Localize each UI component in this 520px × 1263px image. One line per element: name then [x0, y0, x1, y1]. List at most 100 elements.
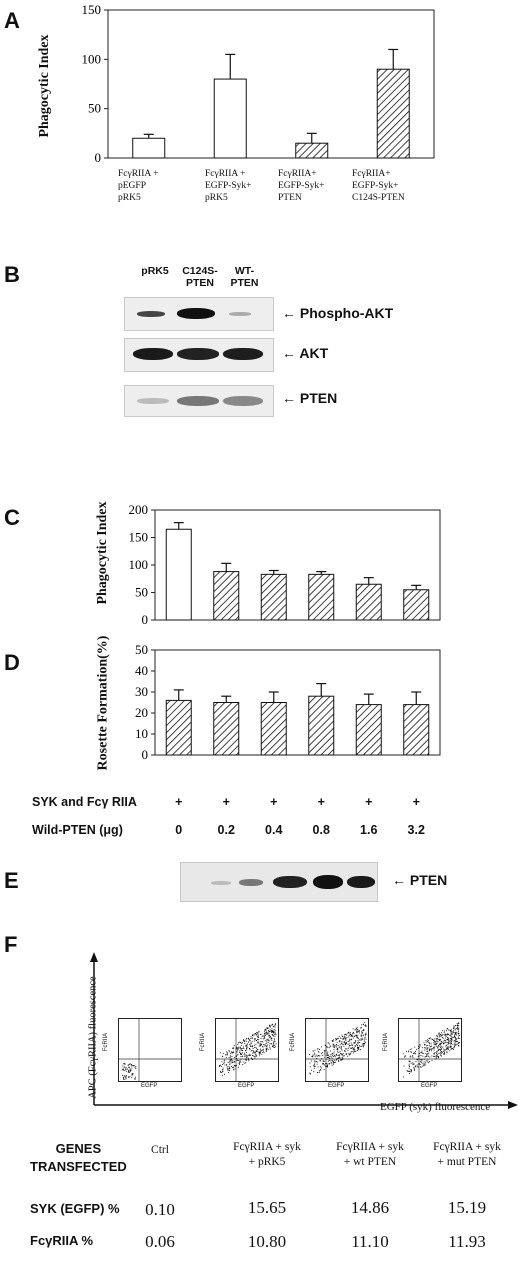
chart-d: 0 10 20 30 40 50 [135, 642, 441, 762]
panel-letter-b: B [4, 262, 20, 287]
flow-y-axis-label: APC (FcγRIIA) fluorescence [87, 976, 99, 1099]
condition-pten-amount: 1.6 [360, 823, 378, 837]
table-col-ctrl: Ctrl [151, 1144, 169, 1156]
panel-letter-f: F [4, 932, 18, 957]
chart-a-tick-label: 150 [82, 2, 102, 17]
chart-c-bar [213, 571, 240, 621]
chart-d-bar [308, 695, 335, 756]
chart-c-ylabel: Phagocytic Index [95, 501, 110, 605]
chart-c: 0 50 100 150 200 [129, 502, 441, 627]
chart-a-tick-label: 50 [88, 101, 101, 116]
condition-plus: + [412, 795, 420, 809]
chart-c-tick-label: 100 [129, 557, 149, 572]
condition-syk-fcg-label: SYK and Fcγ RIIA [32, 795, 137, 809]
table-cell: 0.06 [145, 1232, 175, 1251]
chart-a-frame [107, 9, 435, 159]
chart-c-frame [154, 509, 441, 621]
table-cell: 11.10 [351, 1232, 389, 1251]
chart-d-tick-label: 20 [135, 705, 148, 720]
condition-plus: + [175, 795, 183, 809]
table-row-syk-label: SYK (EGFP) % [30, 1201, 120, 1216]
chart-d-tick-label: 0 [142, 747, 149, 762]
blot-b-lane-3: WT- PTEN [230, 265, 259, 289]
chart-c-bar [308, 573, 335, 621]
flow-plot: FcRIIA EGFP [103, 1018, 182, 1089]
blot-b-lane-1: pRK5 [141, 265, 169, 277]
chart-c-bar [260, 573, 287, 621]
condition-plus: + [270, 795, 278, 809]
chart-d-tick-label: 40 [135, 663, 148, 678]
chart-a-category-2: FcγRIIA + EGFP-Syk+ pRK5 [205, 169, 252, 203]
blot-b-lane-2: C124S- PTEN [182, 265, 218, 289]
chart-a-category-1: FcγRIIA + pEGFP pRK5 [118, 169, 159, 203]
flow-plot-y-label: FcRIIA [103, 1032, 110, 1052]
chart-a-tick-label: 0 [95, 150, 102, 165]
flow-plot-y-label: FcRIIA [383, 1032, 390, 1052]
chart-a-ylabel: Phagocytic Index [37, 34, 52, 138]
chart-c-tick-label: 150 [129, 530, 149, 545]
chart-d-tick-label: 30 [135, 684, 148, 699]
panel-letter-d: D [4, 650, 20, 675]
chart-a-category-3: FcγRIIA+ EGFP-Syk+ PTEN [278, 169, 325, 203]
condition-pten-amount: 0.2 [217, 823, 235, 837]
chart-c-tick-label: 0 [142, 612, 149, 627]
blot-b-label-1: ← Phospho-AKT [282, 305, 394, 321]
chart-a-category-4: FcγRIIA+ EGFP-Syk+ C124S-PTEN [352, 169, 405, 203]
condition-wild-pten-label: Wild-PTEN (μg) [32, 823, 123, 837]
chart-c-bar [165, 528, 192, 621]
blot-b-akt [124, 338, 274, 372]
table-cell: 10.80 [247, 1232, 287, 1251]
chart-d-bar [260, 702, 287, 756]
table-cell: 14.86 [350, 1198, 390, 1217]
chart-c-bar [355, 583, 382, 621]
chart-d-tick-label: 50 [135, 642, 148, 657]
table-cell: 11.93 [448, 1232, 486, 1251]
chart-d-frame [154, 649, 441, 756]
condition-plus: + [317, 795, 325, 809]
blot-e-pten [180, 862, 378, 902]
chart-d-bar [213, 702, 240, 756]
panel-letter-a: A [4, 8, 20, 33]
table-cell: 0.10 [145, 1200, 175, 1219]
blot-b-pten [124, 385, 274, 417]
table-row-fcg-label: FcγRIIA % [30, 1233, 94, 1248]
chart-a-bar [213, 78, 247, 159]
flow-plot-x-label: EGFP [328, 1083, 345, 1089]
flow-x-axis-label: EGFP (syk) fluorescence [380, 1101, 491, 1113]
blot-b-label-3: ← PTEN [282, 390, 338, 406]
chart-d-tick-label: 10 [135, 726, 148, 741]
chart-d-bar [403, 704, 430, 756]
condition-plus: + [365, 795, 373, 809]
blot-e-label: ← PTEN [392, 872, 448, 888]
chart-a-tick-label: 100 [82, 51, 102, 66]
table-row-header: GENES TRANSFECTED [30, 1141, 127, 1174]
condition-pten-amount: 0.4 [265, 823, 283, 837]
chart-c-tick-label: 50 [135, 585, 148, 600]
condition-pten-amount: 0.8 [312, 823, 330, 837]
chart-c-tick-label: 200 [129, 502, 149, 517]
chart-c-bar [403, 589, 430, 621]
blot-b-phospho-akt [124, 297, 274, 331]
table-col-mut-pten: FcγRIIA + syk + mut PTEN [433, 1141, 501, 1168]
flow-plot: FcRIIA EGFP [383, 1018, 462, 1089]
chart-d-bar [165, 699, 192, 756]
condition-pten-amount: 0 [175, 823, 183, 837]
flow-plot-x-label: EGFP [421, 1083, 438, 1089]
chart-a-bar [376, 68, 410, 159]
chart-a-bar [132, 137, 166, 159]
condition-pten-amount: 3.2 [407, 823, 425, 837]
chart-d-bar [355, 704, 382, 756]
blot-b-label-2: ← AKT [282, 345, 329, 361]
flow-plot-x-label: EGFP [141, 1083, 158, 1089]
flow-plot-y-label: FcRIIA [200, 1032, 207, 1052]
table-cell: 15.65 [247, 1198, 287, 1217]
chart-a-bar [295, 142, 329, 159]
condition-plus: + [222, 795, 230, 809]
flow-plot-x-label: EGFP [238, 1083, 255, 1089]
table-col-wt-pten: FcγRIIA + syk + wt PTEN [336, 1141, 404, 1168]
flow-plot-y-label: FcRIIA [290, 1032, 297, 1052]
flow-axes [90, 952, 518, 1109]
chart-a: 0 50 100 150 [82, 2, 435, 165]
table-cell: 15.19 [447, 1198, 487, 1217]
flow-plot: FcRIIA EGFP [290, 1018, 369, 1089]
